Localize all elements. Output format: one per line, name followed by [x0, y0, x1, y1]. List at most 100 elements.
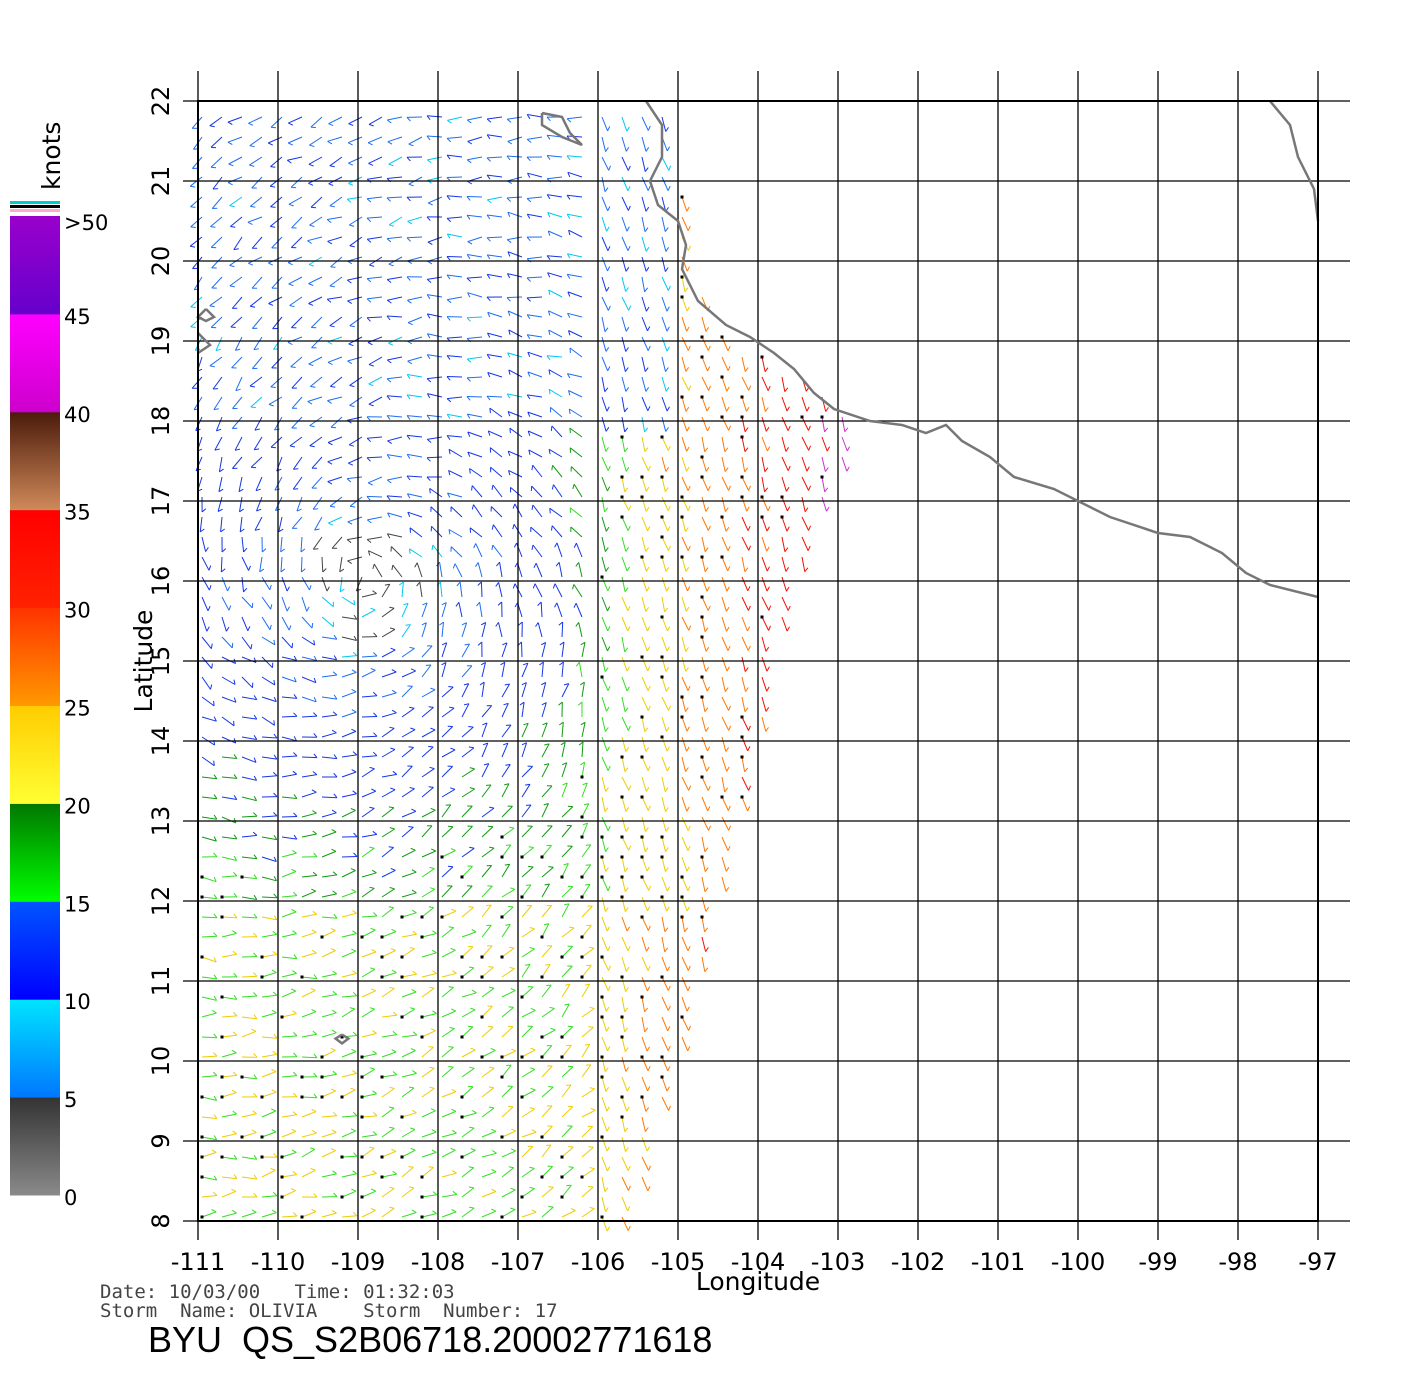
wind-barb — [339, 576, 343, 592]
rain-flag-dot — [400, 1115, 404, 1119]
wind-barb-tick — [744, 467, 749, 473]
wind-barb — [210, 236, 223, 248]
wind-barb-tick — [531, 1209, 537, 1213]
wind-barb — [381, 869, 396, 878]
wind-barb-tick — [665, 826, 670, 832]
wind-barb — [498, 622, 503, 638]
wind-barb — [387, 116, 403, 121]
wind-barb-tick — [313, 1072, 318, 1078]
wind-barb — [467, 356, 483, 360]
wind-barb — [661, 1036, 669, 1051]
wind-barb — [387, 136, 403, 143]
wind-barb — [527, 114, 543, 118]
wind-barb — [508, 450, 523, 458]
wind-barb-tick — [826, 506, 830, 512]
wind-barb — [501, 1007, 514, 1018]
wind-barb-tick — [466, 196, 471, 201]
wind-barb — [341, 636, 357, 641]
rain-flag-dot — [560, 1175, 564, 1179]
wind-barb — [201, 1096, 217, 1101]
wind-barb-tick — [270, 126, 277, 129]
wind-barb-tick — [451, 1088, 457, 1093]
wind-barb-tick — [410, 1147, 416, 1151]
wind-barb-tick — [506, 197, 511, 202]
rain-flag-dot — [420, 1015, 424, 1019]
rain-flag-dot — [680, 695, 684, 699]
wind-barb-tick — [406, 475, 411, 481]
wind-barb — [601, 416, 607, 432]
wind-barb — [329, 156, 343, 167]
wind-barb-tick — [213, 974, 218, 980]
wind-barb — [621, 196, 629, 211]
wind-barb — [761, 656, 768, 672]
wind-barb — [661, 656, 667, 672]
wind-barb — [581, 1146, 594, 1158]
wind-barb-tick — [446, 398, 452, 403]
wind-barb — [218, 456, 223, 472]
wind-barb — [507, 136, 523, 142]
colorbar-label: 15 — [64, 892, 91, 916]
wind-barb — [621, 416, 626, 432]
wind-barb — [361, 1147, 375, 1158]
wind-barb-tick — [605, 867, 609, 872]
wind-barb — [321, 831, 337, 838]
wind-barb — [341, 596, 355, 606]
wind-barb-tick — [626, 566, 630, 572]
wind-barb-tick — [190, 306, 196, 308]
wind-barb — [641, 896, 648, 912]
wind-barb-tick — [403, 602, 409, 606]
wind-barb-tick — [541, 702, 547, 706]
wind-barb — [521, 702, 525, 718]
wind-barb — [475, 543, 483, 558]
wind-barb — [641, 296, 647, 312]
wind-barb-tick — [725, 747, 730, 752]
wind-barb — [441, 987, 454, 998]
wind-barb — [541, 845, 552, 858]
wind-barb — [508, 329, 523, 338]
wind-barb-tick — [624, 907, 629, 912]
wind-barb-tick — [527, 352, 531, 357]
wind-barb — [581, 1126, 594, 1138]
wind-barb-tick — [271, 1009, 277, 1014]
wind-barb — [567, 253, 583, 258]
wind-barb-tick — [407, 220, 413, 225]
wind-barb — [327, 436, 343, 443]
wind-barb-tick — [765, 646, 770, 652]
wind-barb — [527, 334, 543, 338]
wind-barb — [492, 524, 503, 538]
wind-barb-tick — [539, 661, 544, 666]
wind-barb — [387, 376, 403, 380]
wind-barb-tick — [310, 126, 316, 129]
wind-barb-tick — [767, 385, 771, 391]
wind-barb-tick — [528, 986, 534, 988]
wind-barb-tick — [625, 547, 630, 552]
wind-barb — [681, 616, 690, 631]
wind-barb-tick — [704, 707, 709, 713]
latitude-tick: 22 — [147, 86, 175, 117]
wind-barb — [321, 556, 324, 573]
rain-flag-dot — [600, 955, 604, 959]
wind-barb — [368, 550, 383, 558]
wind-barb-tick — [531, 465, 534, 471]
wind-barb-tick — [213, 760, 215, 766]
wind-barb-tick — [412, 970, 418, 975]
rain-flag-dot — [640, 915, 644, 919]
wind-barb-tick — [293, 954, 298, 959]
wind-barb — [341, 933, 357, 938]
wind-barb-tick — [390, 948, 396, 951]
wind-barb-tick — [218, 488, 224, 493]
wind-barb — [509, 427, 523, 438]
wind-barb — [381, 789, 396, 798]
wind-barb-tick — [744, 707, 749, 713]
wind-barb — [621, 516, 629, 531]
wind-barb-tick — [647, 1065, 651, 1072]
rain-flag-dot — [620, 795, 624, 799]
wind-barb — [301, 576, 310, 591]
wind-barb — [521, 825, 533, 838]
rain-flag-dot — [600, 855, 604, 859]
wind-barb-tick — [566, 274, 571, 279]
wind-barb — [427, 354, 443, 358]
wind-barb — [329, 196, 343, 207]
wind-barb-tick — [626, 126, 630, 132]
wind-barb-tick — [728, 705, 731, 711]
